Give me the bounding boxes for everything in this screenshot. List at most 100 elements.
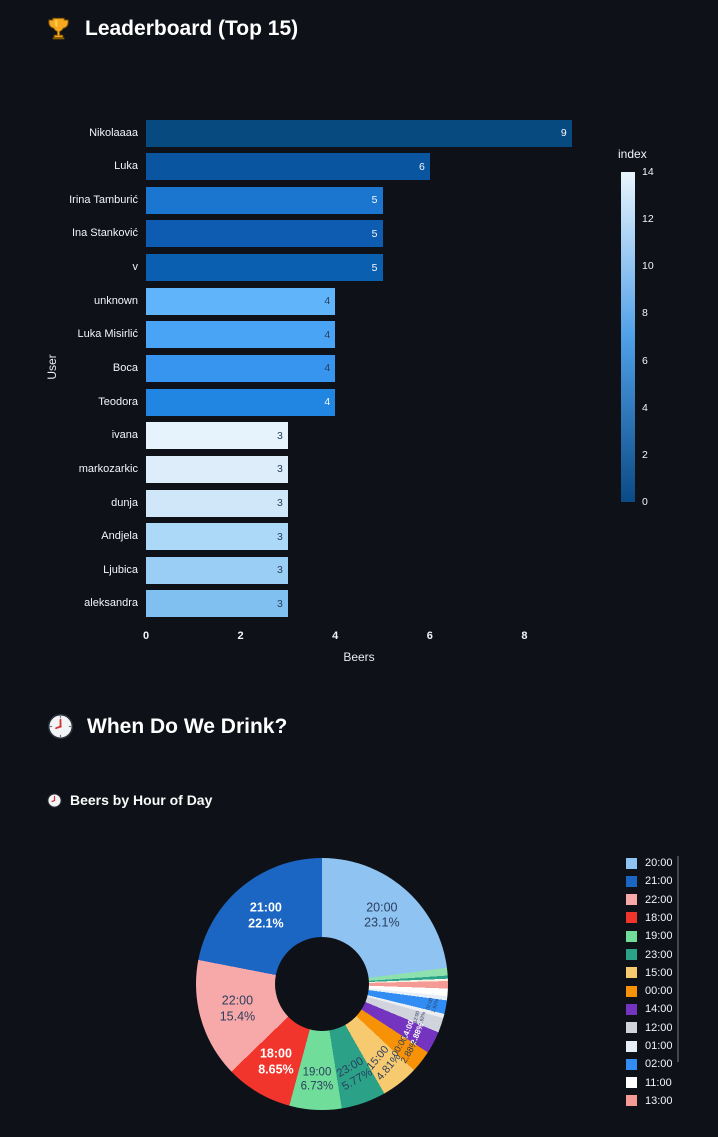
- legend-swatch: [626, 912, 637, 924]
- bar-value-label: 3: [277, 530, 283, 543]
- bar-value-label: 4: [324, 362, 331, 375]
- legend-item-20-00[interactable]: 20:00: [626, 857, 673, 869]
- legend-swatch: [626, 1058, 637, 1070]
- legend-label: 20:00: [645, 857, 673, 869]
- bar-teodora[interactable]: 4: [146, 388, 336, 416]
- bar-category-irina-tamburi: Irina Tamburić: [69, 193, 138, 206]
- pie-subtitle: Beers by Hour of Day: [70, 792, 213, 808]
- legend-label: 12:00: [645, 1021, 673, 1034]
- legend-item-00-00[interactable]: 00:00: [626, 985, 673, 997]
- bar-category-markozarkic: markozarkic: [78, 462, 138, 475]
- legend-swatch: [626, 949, 637, 960]
- colorbar-title: index: [618, 147, 647, 161]
- slice-hour-text: 21:00: [249, 900, 282, 915]
- pie-slice-label-22-00[interactable]: 22:00 15.4%: [220, 993, 255, 1024]
- bar-category-ina-stankovi: Ina Stanković: [71, 227, 138, 240]
- bar-v[interactable]: 5: [146, 254, 383, 282]
- legend-item-13-00[interactable]: 13:00: [626, 1095, 673, 1107]
- legend-item-21-00[interactable]: 21:00: [626, 875, 673, 887]
- legend-label: 11:00: [645, 1076, 672, 1089]
- legend-label: 02:00: [645, 1058, 673, 1071]
- bar-value-label: 3: [277, 564, 283, 577]
- legend-item-01-00[interactable]: 01:00: [626, 1040, 673, 1052]
- legend-item-02-00[interactable]: 02:00: [626, 1058, 673, 1070]
- legend-label: 22:00: [645, 893, 673, 906]
- bar-unknown[interactable]: 4: [146, 287, 336, 315]
- colorbar-gradient: [621, 172, 635, 502]
- bar-irina-tamburi[interactable]: 5: [146, 186, 383, 214]
- legend-label: 13:00: [645, 1094, 673, 1107]
- bar-value-label: 4: [324, 396, 331, 409]
- legend-label: 23:00: [645, 948, 673, 961]
- bar-markozarkic[interactable]: 3: [146, 455, 288, 483]
- pie-slice-label-20-00[interactable]: 20:00 23.1%: [364, 900, 399, 931]
- bar-category-ivana: ivana: [111, 429, 138, 442]
- pie-subtitle-row: Beers by Hour of Day: [47, 792, 212, 808]
- bar-boca[interactable]: 4: [146, 354, 336, 382]
- legend-label: 00:00: [645, 985, 673, 998]
- bar-value-label: 3: [277, 597, 283, 610]
- bar-category-boca: Boca: [112, 361, 138, 374]
- x-axis-label: Beers: [343, 650, 375, 664]
- slice-percent-text: 8.65%: [258, 1062, 294, 1077]
- slice-hour-text: 22:00: [221, 993, 254, 1008]
- bar-ivana[interactable]: 3: [146, 422, 288, 450]
- bar-ljubica[interactable]: 3: [146, 556, 288, 584]
- bar-aleksandra[interactable]: 3: [146, 590, 288, 618]
- x-tick-6: 6: [426, 630, 433, 642]
- x-tick-2: 2: [237, 630, 244, 642]
- legend-swatch: [626, 1095, 637, 1107]
- colorbar-tick-4: 4: [642, 401, 648, 414]
- slice-percent-text: 15.4%: [219, 1009, 256, 1024]
- colorbar-tick-2: 2: [642, 448, 648, 461]
- bar-ina-stankovi[interactable]: 5: [146, 220, 383, 248]
- pie-slice-label-18-00[interactable]: 18:00 8.65%: [258, 1047, 293, 1078]
- bar-dunja[interactable]: 3: [146, 489, 288, 517]
- legend-item-23-00[interactable]: 23:00: [626, 949, 673, 961]
- legend-label: 18:00: [645, 911, 673, 924]
- bar-andjela[interactable]: 3: [146, 523, 288, 551]
- legend-item-15-00[interactable]: 15:00: [626, 967, 673, 979]
- colorbar-tick-12: 12: [642, 213, 654, 226]
- bar-value-label: 4: [324, 328, 331, 341]
- slice-percent-text: 6.73%: [300, 1080, 334, 1093]
- bar-category-dunja: dunja: [111, 496, 138, 509]
- legend-item-12-00[interactable]: 12:00: [626, 1022, 673, 1034]
- legend-item-11-00[interactable]: 11:00: [626, 1077, 672, 1089]
- bar-luka-misirli[interactable]: 4: [146, 321, 336, 349]
- legend-swatch: [626, 967, 637, 979]
- legend-item-18-00[interactable]: 18:00: [626, 912, 673, 924]
- legend-swatch: [626, 1022, 637, 1034]
- bar-luka[interactable]: 6: [146, 153, 430, 181]
- when-header: When Do We Drink?: [47, 713, 287, 740]
- legend-label: 15:00: [645, 966, 673, 979]
- legend-swatch: [626, 1003, 637, 1015]
- bar-nikolaaaa[interactable]: 9: [146, 119, 572, 147]
- bar-category-luka: Luka: [114, 160, 138, 173]
- bar-category-v: v: [132, 261, 139, 274]
- legend-swatch: [626, 930, 637, 942]
- legend-label: 21:00: [645, 875, 673, 888]
- bar-value-label: 6: [418, 160, 425, 173]
- pie-slice-label-19-00[interactable]: 19:00 6.73%: [301, 1065, 334, 1094]
- bar-category-aleksandra: aleksandra: [84, 597, 138, 610]
- colorbar-tick-6: 6: [642, 354, 648, 367]
- x-tick-0: 0: [142, 630, 150, 642]
- legend-label: 14:00: [645, 1003, 673, 1016]
- legend-item-14-00[interactable]: 14:00: [626, 1003, 673, 1015]
- legend-item-19-00[interactable]: 19:00: [626, 930, 673, 942]
- colorbar-tick-10: 10: [642, 260, 654, 273]
- donut-hole: [275, 937, 369, 1031]
- legend-item-22-00[interactable]: 22:00: [626, 894, 673, 906]
- bar-category-luka-misirli: Luka Misirlić: [77, 328, 138, 341]
- pie-slice-label-21-00[interactable]: 21:00 22.1%: [248, 900, 283, 931]
- legend-swatch: [626, 1040, 637, 1052]
- slice-percent-text: 23.1%: [364, 915, 400, 930]
- bar-value-label: 3: [277, 497, 283, 510]
- x-tick-8: 8: [521, 630, 528, 642]
- slice-hour-text: 18:00: [259, 1046, 292, 1061]
- legend-scrollbar[interactable]: [677, 856, 679, 1062]
- colorbar-tick-0: 0: [642, 496, 648, 508]
- legend-swatch: [626, 1077, 637, 1089]
